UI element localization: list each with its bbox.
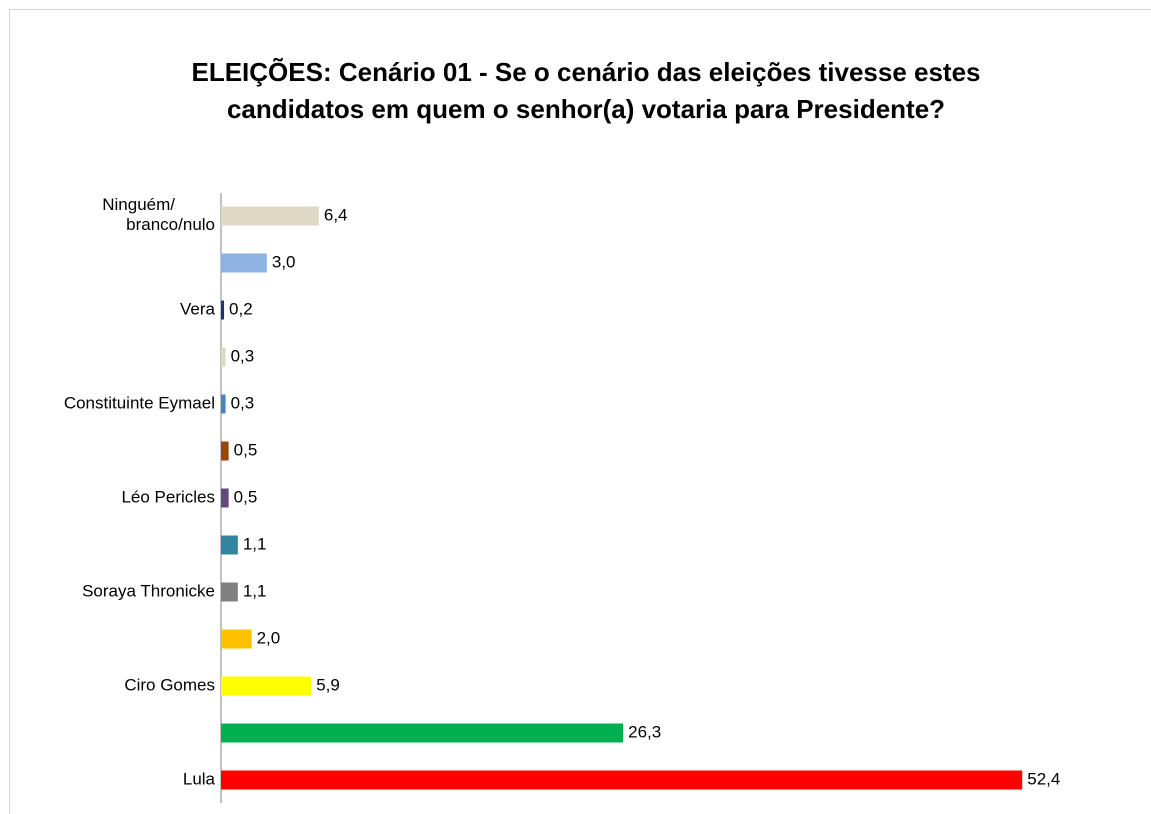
bar xyxy=(221,488,229,508)
data-label: 6,4 xyxy=(324,205,348,224)
y-tick-label: Vera xyxy=(180,299,216,318)
data-label: 52,4 xyxy=(1027,769,1060,788)
bar xyxy=(221,535,238,555)
data-label: 2,0 xyxy=(257,628,281,647)
bar xyxy=(221,723,624,743)
chart-frame xyxy=(9,9,1151,814)
data-label: 0,5 xyxy=(234,440,258,459)
bar xyxy=(221,300,225,320)
data-label: 1,1 xyxy=(243,534,267,553)
bar xyxy=(221,582,238,602)
bar xyxy=(221,347,226,367)
y-tick-label: Ninguém/branco/nulo xyxy=(102,195,215,234)
bar xyxy=(221,394,226,414)
data-label: 1,1 xyxy=(243,581,267,600)
y-tick-label: Soraya Thronicke xyxy=(82,581,215,600)
y-tick-label: Léo Pericles xyxy=(121,487,215,506)
y-tick-label: Lula xyxy=(183,769,216,788)
data-label: 0,3 xyxy=(231,393,255,412)
data-label: 26,3 xyxy=(628,722,661,741)
y-tick-label: Ciro Gomes xyxy=(124,675,215,694)
bar xyxy=(221,253,267,273)
bar xyxy=(221,441,229,461)
chart-title: ELEIÇÕES: Cenário 01 - Se o cenário das … xyxy=(191,57,981,124)
data-label: 0,5 xyxy=(234,487,258,506)
bar xyxy=(221,676,312,696)
data-label: 3,0 xyxy=(272,252,296,271)
data-label: 0,3 xyxy=(231,346,255,365)
data-label: 0,2 xyxy=(229,299,253,318)
bar xyxy=(221,206,319,226)
bar xyxy=(221,770,1023,790)
data-label: 5,9 xyxy=(316,675,340,694)
bar xyxy=(221,629,252,649)
y-tick-label: Constituinte Eymael xyxy=(64,393,215,412)
